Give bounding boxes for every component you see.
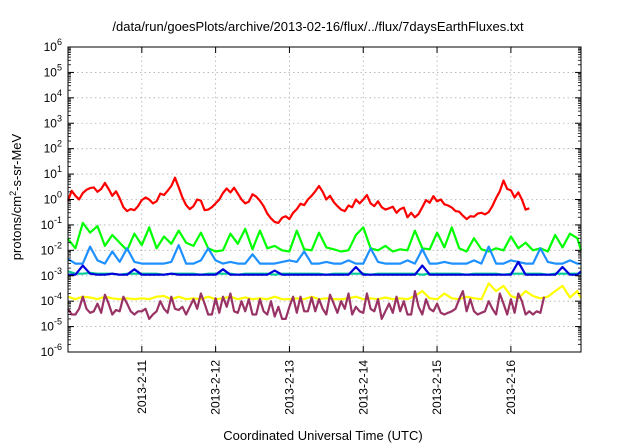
series-line-3 [67,244,581,265]
x-tick-label: 2013-2-11 [135,360,149,414]
y-tick-label-exponent: -6 [54,342,62,352]
y-tick-label-base: 10 [41,294,55,308]
y-axis-label-rest: -s-sr-MeV [9,133,24,190]
y-tick-label-exponent: -3 [54,266,62,276]
y-tick-label-base: 10 [41,345,55,359]
y-tick-label: 100 [44,190,62,207]
y-tick-label-base: 10 [44,65,58,79]
y-tick-label: 102 [44,139,62,156]
y-tick-label: 10-1 [41,215,62,232]
series-layer [66,176,583,320]
ticks: 10-610-510-410-310-210-11001011021031041… [41,37,581,415]
y-tick-label-exponent: 0 [57,190,62,200]
y-tick-label: 101 [44,164,62,181]
y-tick-label-base: 10 [41,320,55,334]
y-tick-label: 10-5 [41,317,62,334]
chart-title: /data/run/goesPlots/archive/2013-02-16/f… [112,19,524,34]
y-tick-label-exponent: 6 [57,37,62,47]
y-tick-label-base: 10 [44,167,58,181]
x-tick-label: 2013-2-12 [209,360,223,415]
y-axis-label-main: protons/cm [9,196,24,260]
y-tick-label-exponent: 3 [57,113,62,123]
y-tick-label-base: 10 [44,40,58,54]
series-line-1 [66,176,530,224]
y-tick-label-exponent: 5 [57,62,62,72]
y-tick-label: 104 [44,88,62,105]
y-tick-label: 10-3 [41,266,62,283]
y-tick-label-exponent: -5 [54,317,62,327]
y-tick-label: 10-4 [41,291,62,308]
y-tick-label-exponent: -2 [54,240,62,250]
series-line-2 [67,221,583,253]
y-tick-label-base: 10 [41,218,55,232]
y-tick-label-base: 10 [41,243,55,257]
y-tick-label-exponent: 4 [57,88,62,98]
x-tick-label: 2013-2-15 [430,360,444,415]
x-tick-label: 2013-2-13 [282,360,296,415]
series-line-5 [68,260,582,276]
y-tick-label: 103 [44,113,62,130]
x-tick-label: 2013-2-14 [356,360,370,415]
x-tick-label: 2013-2-16 [504,360,518,415]
y-tick-label-base: 10 [44,91,58,105]
y-tick-label: 10-2 [41,240,62,257]
y-tick-label-base: 10 [44,116,58,130]
y-tick-label: 106 [44,37,62,54]
y-tick-label: 10-6 [41,342,62,359]
y-tick-label-exponent: 2 [57,139,62,149]
y-tick-label-exponent: 1 [57,164,62,174]
y-axis-label: protons/cm2-s-sr-MeV [8,133,24,260]
series-line-6 [67,282,582,301]
y-tick-label-base: 10 [44,193,58,207]
x-axis-label: Coordinated Universal Time (UTC) [223,428,422,443]
y-axis-label-superscript: 2 [8,191,18,196]
y-tick-label-base: 10 [44,142,58,156]
y-tick-label-exponent: -1 [54,215,62,225]
series-line-7 [67,290,546,320]
y-tick-label-base: 10 [41,269,55,283]
y-tick-label-exponent: -4 [54,291,62,301]
y-tick-label: 105 [44,62,62,79]
